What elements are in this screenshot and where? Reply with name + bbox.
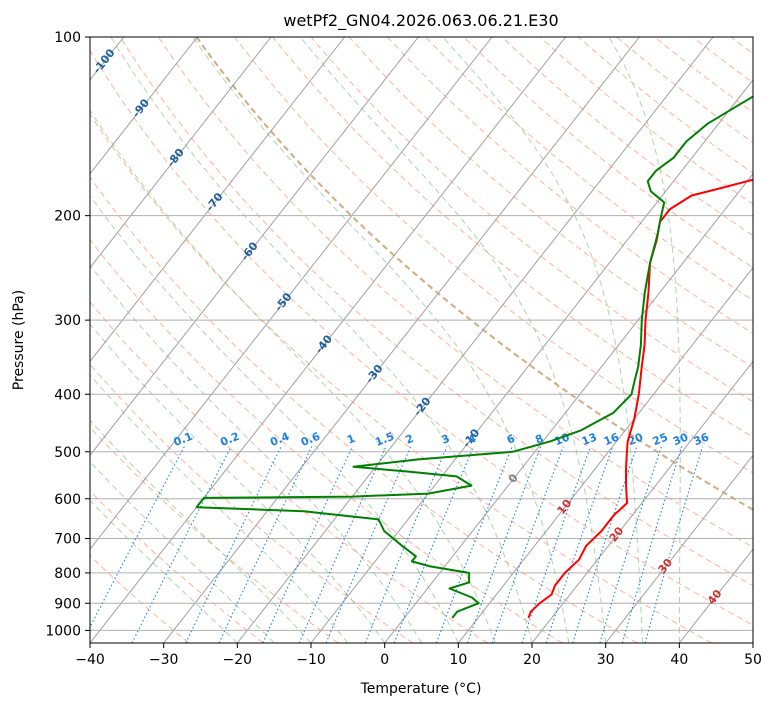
isotherm-line: [90, 37, 272, 269]
x-tick-label: 50: [744, 652, 762, 668]
y-tick-label: 300: [54, 313, 81, 329]
dewpoint-profile-line: [195, 95, 753, 619]
isotherm-line: [236, 37, 714, 643]
moist-adiabat-line: [90, 109, 496, 643]
moist-adiabat-line: [90, 323, 386, 643]
dry-adiabat-line: [348, 37, 753, 368]
x-tick-label: −40: [75, 652, 105, 668]
mixing-ratio-line: [218, 446, 313, 643]
plot-frame: [89, 36, 754, 644]
x-tick-label: −20: [223, 652, 253, 668]
dry-adiabat-line: [310, 37, 753, 403]
x-tick-label: 40: [670, 652, 688, 668]
x-tick-label: 0: [380, 652, 389, 668]
moist-adiabat-line: [110, 37, 533, 643]
mixing-ratio-line: [545, 446, 614, 643]
x-axis-ticks: −40 −30 −20 −10 0 10 20 30 40 50: [75, 643, 762, 668]
moist-adiabat-line: [442, 37, 643, 643]
x-axis-label: Temperature (°C): [360, 681, 482, 697]
mixing-ratio-label: 16: [602, 430, 621, 448]
mixing-ratio-label: 3: [440, 432, 452, 447]
mixing-ratio-label: 25: [651, 430, 670, 448]
y-tick-label: 200: [54, 209, 81, 225]
isotherm-line: [163, 37, 640, 643]
mixing-ratio-line: [491, 446, 564, 643]
dry-adiabat-line: [90, 301, 488, 643]
dry-adiabat-line: [539, 37, 753, 205]
dry-adiabat-line: [90, 49, 753, 626]
x-tick-label: −10: [296, 652, 326, 668]
y-tick-label: 400: [54, 387, 81, 403]
y-tick-label: 600: [54, 492, 81, 508]
y-tick-label: 100: [54, 30, 81, 46]
mixing-ratio-line: [90, 446, 185, 629]
dry-adiabats: [90, 37, 753, 643]
moist-adiabat-line: [90, 264, 422, 643]
isotherm-line: [90, 37, 567, 643]
isotherm-line: [90, 37, 419, 457]
isotherm-line: [310, 79, 753, 643]
isotherm-line: [90, 37, 493, 550]
isotherm-line: [90, 37, 346, 363]
x-tick-label: 30: [597, 652, 615, 668]
dry-adiabat-line: [157, 37, 753, 548]
moist-adiabat-line: [90, 194, 459, 643]
mixing-ratio-line: [131, 446, 232, 643]
dry-adiabat-line: [501, 37, 753, 237]
mixing-ratio-label: 30: [671, 430, 690, 448]
moist-adiabat-line: [608, 37, 681, 643]
mixing-ratio-label: 36: [692, 430, 711, 448]
sounding-profiles: [195, 95, 753, 619]
mixing-ratio-line: [521, 446, 592, 643]
dry-adiabat-line: [90, 238, 563, 643]
y-tick-label: 1000: [45, 623, 81, 639]
mixing-ratio-label: 20: [626, 430, 645, 448]
x-tick-label: −30: [149, 652, 179, 668]
dry-adiabat-line: [578, 37, 753, 174]
moist-adiabats: [90, 37, 681, 643]
moist-adiabat-line: [192, 37, 570, 643]
isotherm-line: [90, 37, 198, 175]
mixing-ratio-line: [185, 446, 282, 643]
temperature-profile-line: [527, 178, 753, 619]
isotherms: [90, 37, 753, 643]
mixing-ratio-label: 13: [580, 430, 599, 448]
mixing-ratio-labels: 0.1 0.2 0.4 0.6 1 1.5 2 3 4 6 8 10 13 16 20 25 30 36: [172, 430, 712, 449]
mixing-ratio-line: [364, 446, 448, 643]
mixing-ratio-label: 1: [345, 432, 357, 447]
isotherm-line: [605, 454, 753, 643]
y-tick-label: 500: [54, 445, 81, 461]
y-axis-label: Pressure (hPa): [11, 290, 27, 390]
y-tick-label: 700: [54, 532, 81, 548]
dry-adiabat-line: [234, 37, 753, 474]
dry-adiabat-line: [387, 37, 753, 335]
dry-adiabat-line: [90, 363, 414, 643]
moist-adiabat-line: [90, 419, 312, 643]
y-axis-ticks: 1000 900 800 700 600 500 400 300 200 100: [45, 30, 90, 639]
plot-area: -100-90-80-70-60-50-40-30-20-10010203040…: [90, 37, 753, 643]
dry-adiabat-line: [90, 113, 712, 643]
mixing-ratio-label: 2: [404, 432, 416, 447]
x-tick-label: 10: [449, 652, 467, 668]
dry-adiabat-line: [90, 426, 339, 643]
mixing-ratio-line: [466, 446, 542, 643]
y-tick-label: 900: [54, 596, 81, 612]
x-tick-label: 20: [523, 652, 541, 668]
moist-adiabat-line: [299, 37, 607, 643]
mixing-ratio-line: [435, 446, 513, 643]
dry-adiabat-line: [616, 37, 753, 144]
isotherm-line: [384, 172, 753, 643]
dry-adiabat-line: [272, 37, 753, 438]
isotherm-line: [531, 360, 753, 643]
y-tick-label: 800: [54, 566, 81, 582]
isotherm-line: [457, 266, 753, 643]
mixing-ratio-label: 8: [533, 432, 545, 447]
chart-title: wetPf2_GN04.2026.063.06.21.E30: [283, 11, 558, 31]
